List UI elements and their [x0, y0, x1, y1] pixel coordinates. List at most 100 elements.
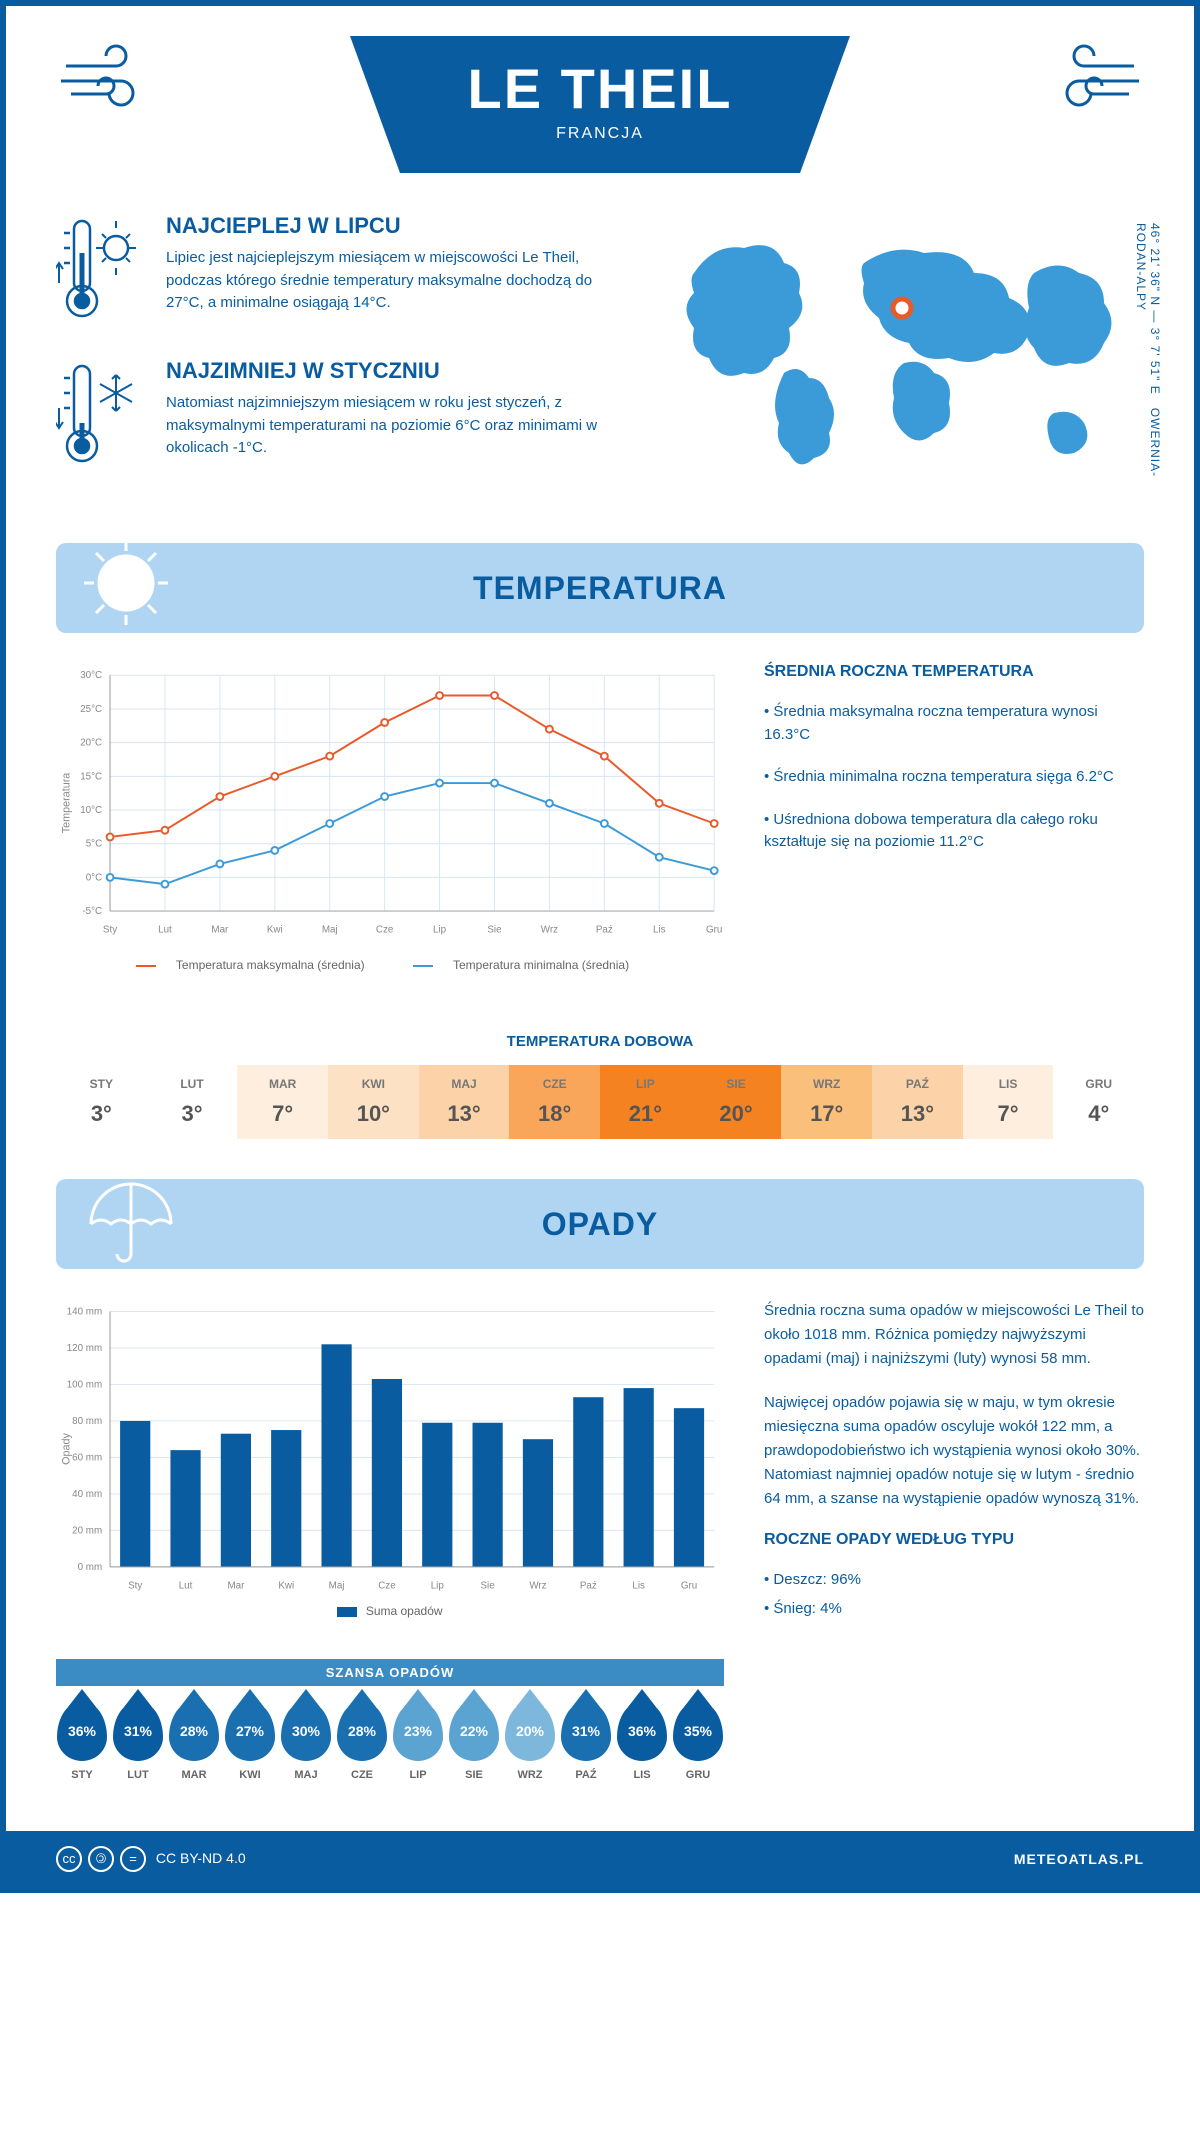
cc-icons: cc🄯=: [56, 1850, 152, 1866]
daily-temp-cell: WRZ17°: [781, 1065, 872, 1139]
daily-temp-cell: SIE20°: [691, 1065, 782, 1139]
svg-text:Paź: Paź: [596, 925, 613, 936]
daily-temp-cell: LIP21°: [600, 1065, 691, 1139]
svg-text:Paź: Paź: [580, 1580, 597, 1591]
coldest-title: NAJZIMNIEJ W STYCZNIU: [166, 358, 624, 384]
daily-temp-strip: STY3°LUT3°MAR7°KWI10°MAJ13°CZE18°LIP21°S…: [56, 1065, 1144, 1139]
daily-temp-cell: STY3°: [56, 1065, 147, 1139]
precipitation-bar-chart: 0 mm 20 mm 40 mm 60 mm 80 mm 100 mm 120 mm 140 …: [56, 1299, 724, 1639]
svg-text:Kwi: Kwi: [267, 925, 283, 936]
warmest-title: NAJCIEPLEJ W LIPCU: [166, 213, 624, 239]
svg-text:15°C: 15°C: [80, 771, 102, 782]
page-title: LE THEIL: [430, 56, 770, 121]
precip-chance-cell: 31%LUT: [112, 1701, 164, 1781]
precip-chance-cell: 28%CZE: [336, 1701, 388, 1781]
wind-icon: [1024, 36, 1144, 130]
daily-temp-cell: CZE18°: [509, 1065, 600, 1139]
temp-side-item: • Średnia maksymalna roczna temperatura …: [764, 701, 1144, 746]
header-banner: LE THEIL FRANCJA: [6, 6, 1194, 193]
warmest-text: Lipiec jest najcieplejszym miesiącem w m…: [166, 247, 624, 315]
precip-chance-cell: 22%SIE: [448, 1701, 500, 1781]
temp-side-title: ŚREDNIA ROCZNA TEMPERATURA: [764, 663, 1144, 681]
umbrella-icon: [76, 1169, 176, 1274]
svg-text:-5°C: -5°C: [82, 906, 102, 917]
brand-label: METEOATLAS.PL: [1014, 1851, 1144, 1867]
rain-paragraph: Średnia roczna suma opadów w miejscowośc…: [764, 1299, 1144, 1371]
world-map: [664, 213, 1144, 493]
license-text: CC BY-ND 4.0: [156, 1850, 246, 1866]
svg-text:Maj: Maj: [329, 1580, 345, 1591]
daily-temp-cell: GRU4°: [1053, 1065, 1144, 1139]
svg-text:20 mm: 20 mm: [72, 1525, 102, 1536]
daily-temp-cell: MAJ13°: [419, 1065, 510, 1139]
footer: cc🄯= CC BY-ND 4.0 METEOATLAS.PL: [6, 1831, 1194, 1887]
svg-text:Lut: Lut: [158, 925, 172, 936]
coldest-summary: NAJZIMNIEJ W STYCZNIU Natomiast najzimni…: [56, 358, 624, 473]
svg-text:Lip: Lip: [431, 1580, 445, 1591]
svg-text:Wrz: Wrz: [541, 925, 558, 936]
svg-text:Gru: Gru: [706, 925, 722, 936]
section-header-precipitation: OPADY: [56, 1179, 1144, 1269]
daily-temp-cell: MAR7°: [237, 1065, 328, 1139]
svg-text:0 mm: 0 mm: [78, 1562, 103, 1573]
svg-text:Cze: Cze: [376, 925, 394, 936]
precip-chance-title: SZANSA OPADÓW: [56, 1659, 724, 1686]
rain-type-item: • Deszcz: 96%: [764, 1569, 1144, 1592]
svg-text:Cze: Cze: [378, 1580, 396, 1591]
svg-text:Lis: Lis: [653, 925, 666, 936]
thermometer-hot-icon: [56, 213, 146, 328]
daily-temp-cell: LUT3°: [147, 1065, 238, 1139]
sun-icon: [76, 533, 176, 638]
svg-text:Mar: Mar: [211, 925, 229, 936]
rain-type-item: • Śnieg: 4%: [764, 1598, 1144, 1621]
svg-text:Sty: Sty: [128, 1580, 142, 1591]
svg-text:80 mm: 80 mm: [72, 1416, 102, 1427]
page-subtitle: FRANCJA: [430, 125, 770, 143]
precip-chance-cell: 36%STY: [56, 1701, 108, 1781]
svg-text:Sie: Sie: [481, 1580, 496, 1591]
svg-text:25°C: 25°C: [80, 704, 102, 715]
precip-chance-cell: 20%WRZ: [504, 1701, 556, 1781]
svg-text:Maj: Maj: [322, 925, 338, 936]
precip-chance-cell: 23%LIP: [392, 1701, 444, 1781]
svg-text:0°C: 0°C: [86, 872, 102, 883]
thermometer-cold-icon: [56, 358, 146, 473]
svg-text:Lip: Lip: [433, 925, 447, 936]
precip-chance-cell: 27%KWI: [224, 1701, 276, 1781]
wind-icon: [56, 36, 176, 130]
svg-text:40 mm: 40 mm: [72, 1489, 102, 1500]
daily-temp-cell: PAŹ13°: [872, 1065, 963, 1139]
daily-temp-cell: LIS7°: [963, 1065, 1054, 1139]
svg-text:Mar: Mar: [227, 1580, 245, 1591]
svg-text:Sty: Sty: [103, 925, 117, 936]
precip-chance-drops: 36%STY31%LUT28%MAR27%KWI30%MAJ28%CZE23%L…: [56, 1701, 724, 1781]
rain-paragraph: Najwięcej opadów pojawia się w maju, w t…: [764, 1391, 1144, 1511]
coordinates-label: 46° 21' 36" N — 3° 7' 51" E OWERNIA-RODA…: [1134, 223, 1162, 503]
svg-text:Gru: Gru: [681, 1580, 697, 1591]
svg-text:Sie: Sie: [487, 925, 502, 936]
precip-chance-cell: 36%LIS: [616, 1701, 668, 1781]
svg-text:Temperatura: Temperatura: [61, 773, 73, 834]
temperature-line-chart: -5°C 0°C 5°C 10°C 15°C 20°C 25°C 30°C Sty Lut Mar K…: [56, 663, 724, 983]
daily-temp-cell: KWI10°: [328, 1065, 419, 1139]
precip-chance-cell: 30%MAJ: [280, 1701, 332, 1781]
svg-text:Wrz: Wrz: [529, 1580, 546, 1591]
svg-text:Opady: Opady: [61, 1432, 73, 1464]
precip-chance-cell: 31%PAŹ: [560, 1701, 612, 1781]
warmest-summary: NAJCIEPLEJ W LIPCU Lipiec jest najcieple…: [56, 213, 624, 328]
svg-text:140 mm: 140 mm: [67, 1306, 102, 1317]
svg-text:Kwi: Kwi: [278, 1580, 294, 1591]
svg-text:10°C: 10°C: [80, 805, 102, 816]
section-header-temperature: TEMPERATURA: [56, 543, 1144, 633]
daily-temp-title: TEMPERATURA DOBOWA: [6, 1033, 1194, 1050]
svg-text:5°C: 5°C: [86, 839, 102, 850]
svg-text:Lis: Lis: [632, 1580, 645, 1591]
svg-text:30°C: 30°C: [80, 670, 102, 681]
svg-text:100 mm: 100 mm: [67, 1379, 102, 1390]
svg-text:20°C: 20°C: [80, 738, 102, 749]
svg-text:120 mm: 120 mm: [67, 1343, 102, 1354]
coldest-text: Natomiast najzimniejszym miesiącem w rok…: [166, 392, 624, 460]
precip-chance-cell: 35%GRU: [672, 1701, 724, 1781]
svg-text:60 mm: 60 mm: [72, 1452, 102, 1463]
svg-text:Lut: Lut: [179, 1580, 193, 1591]
